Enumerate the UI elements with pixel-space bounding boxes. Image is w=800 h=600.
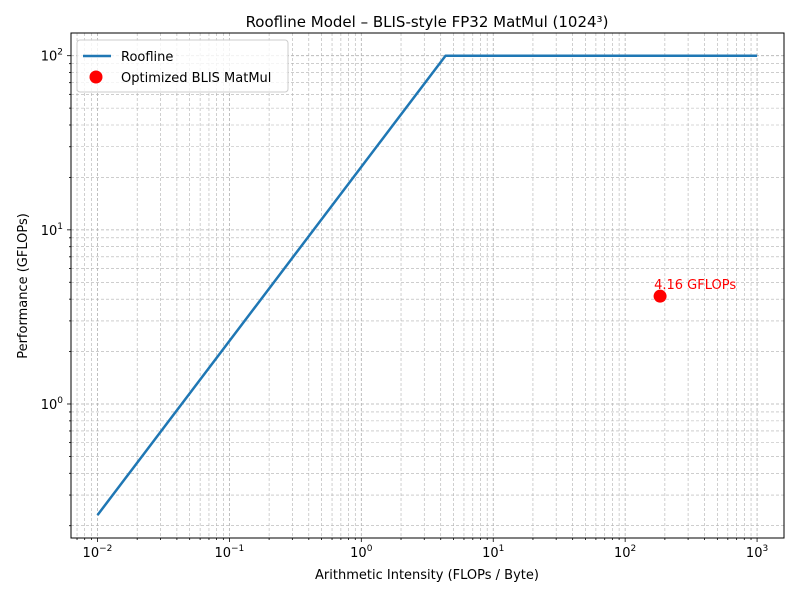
x-tick-label: 101 <box>482 544 504 561</box>
axis-ticks: 10−2 10−1 100 101 102 103 100 101 102 <box>41 48 768 561</box>
y-tick-label: 100 <box>41 396 64 413</box>
legend-blis-swatch <box>89 70 103 84</box>
y-tick-label: 102 <box>41 48 63 65</box>
x-tick-label: 103 <box>746 544 768 561</box>
x-axis-label: Arithmetic Intensity (FLOPs / Byte) <box>315 568 539 583</box>
roofline-line <box>96 54 758 516</box>
legend: Roofline Optimized BLIS MatMul <box>76 39 289 93</box>
legend-roofline-label: Roofline <box>121 50 173 65</box>
x-tick-label: 102 <box>614 544 636 561</box>
legend-box <box>76 39 289 93</box>
x-tick-label: 100 <box>350 544 373 561</box>
performance-annotation: 4.16 GFLOPs <box>654 278 736 293</box>
data-series: 4.16 GFLOPs <box>96 54 758 516</box>
blis-matmul-point <box>653 289 667 303</box>
plot-frame <box>70 32 785 539</box>
grid-lines <box>71 33 784 538</box>
legend-blis-label: Optimized BLIS MatMul <box>121 71 271 86</box>
y-axis-label: Performance (GFLOPs) <box>16 213 31 359</box>
chart-title: Roofline Model – BLIS-style FP32 MatMul … <box>246 13 609 31</box>
x-tick-label: 10−2 <box>83 544 113 561</box>
y-tick-label: 101 <box>41 222 63 239</box>
x-tick-label: 10−1 <box>214 544 244 561</box>
